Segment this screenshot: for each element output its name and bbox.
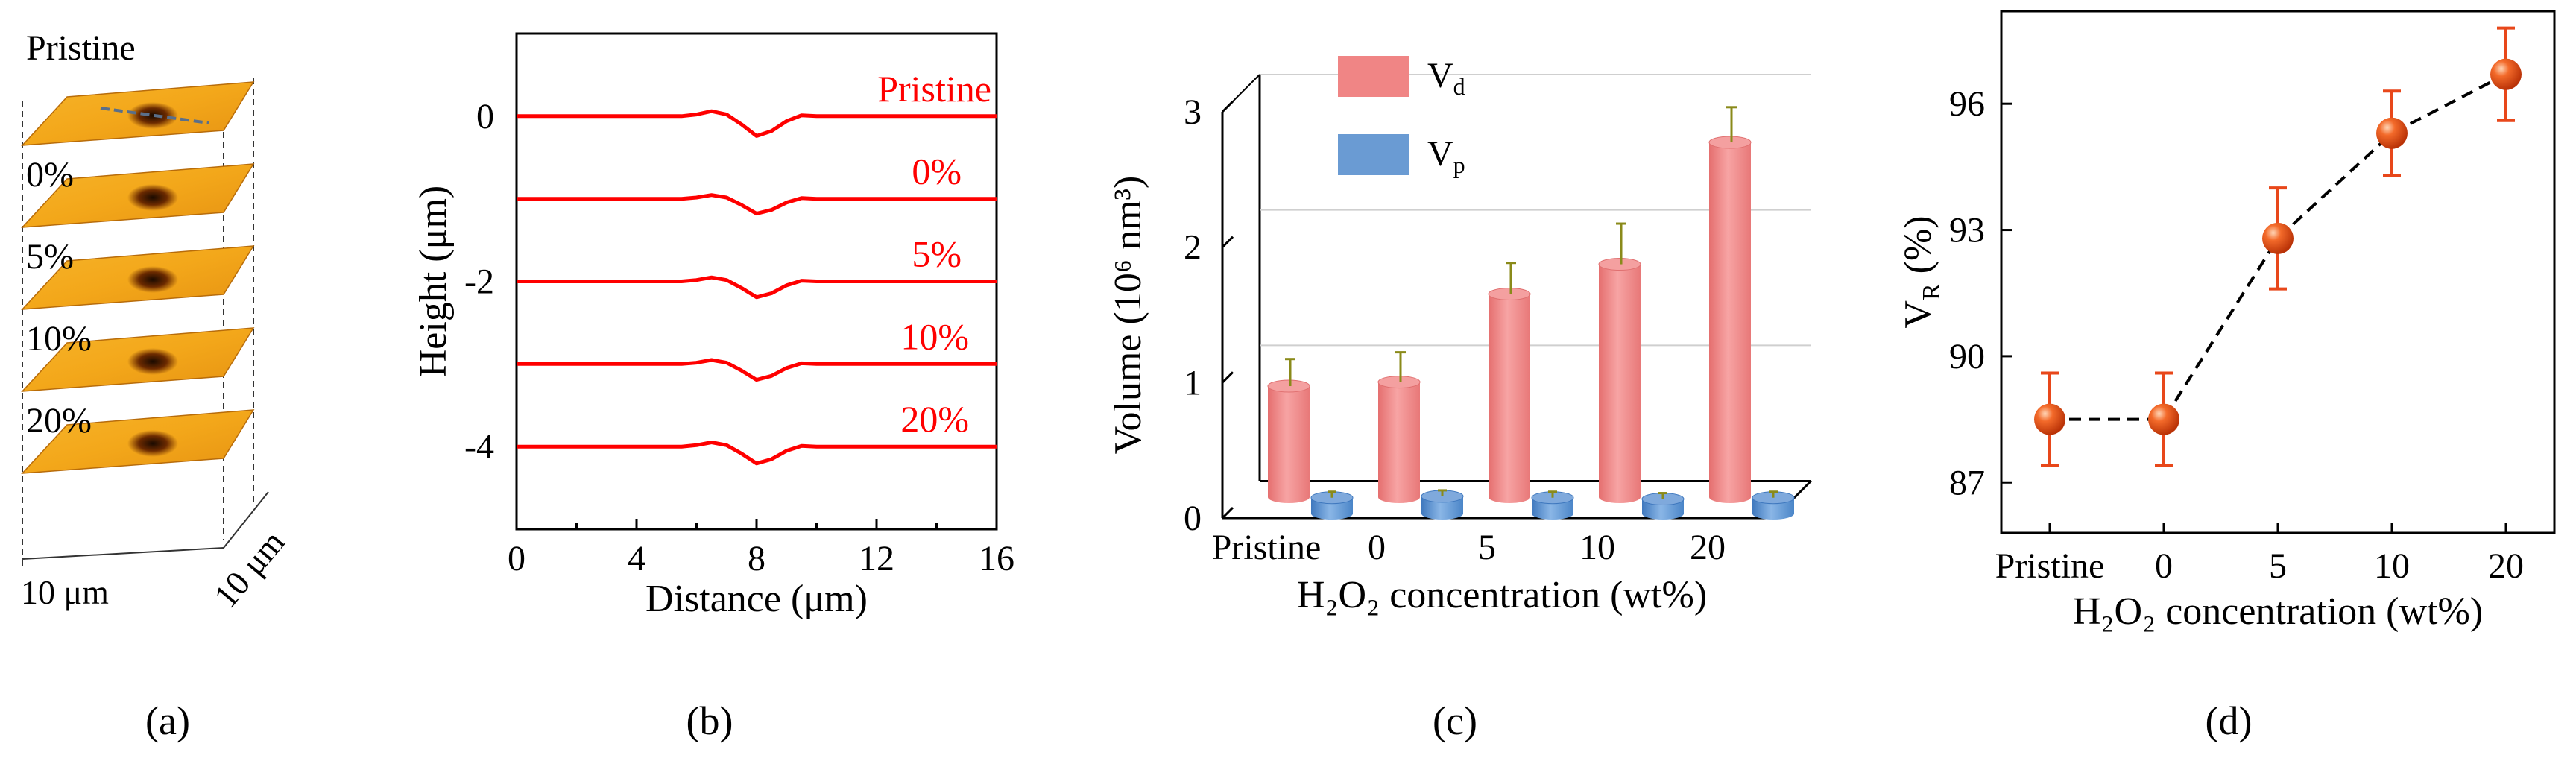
scan-line — [100, 107, 209, 124]
legend-subscript: d — [1453, 73, 1465, 100]
y-tick-label: -4 — [464, 427, 494, 467]
afm-label: Pristine — [26, 28, 136, 68]
x-tick-label: Pristine — [1995, 546, 2105, 586]
scale-y-label: 10 μm — [206, 523, 292, 615]
data-line — [2050, 72, 2507, 421]
bar-vd — [1709, 142, 1751, 504]
x-tick-label: 10 — [2374, 546, 2410, 586]
x-tick-label: 20 — [2488, 546, 2524, 586]
x-tick-label: 8 — [748, 539, 765, 578]
scale-x-label: 10 μm — [21, 573, 109, 611]
legend-subscript: p — [1453, 151, 1465, 178]
afm-pit — [127, 102, 178, 129]
bar-vd — [1268, 386, 1310, 503]
y-axis-label: Volume (10⁶ nm³) — [1107, 176, 1149, 455]
y-tick-label: 0 — [476, 97, 494, 136]
bar-vd-top — [1598, 258, 1641, 271]
y-tick-label: 96 — [1949, 84, 1985, 124]
afm-label: 10% — [26, 319, 92, 359]
x-axis-label: H₂O₂ concentration (wt%) — [2073, 590, 2483, 633]
data-point — [2148, 403, 2179, 435]
x-axis-label: H₂O₂ concentration (wt%) — [1297, 574, 1707, 616]
caption-c: (c) — [1433, 698, 1477, 743]
y-tick — [1221, 371, 1234, 384]
x-tick-label: 0 — [1368, 528, 1386, 567]
y-tick — [1221, 236, 1234, 248]
x-tick-label: 16 — [979, 539, 1014, 578]
panel-c: 0 1 2 3 Volume (10⁶ nm³) H₂O₂ concentration (… — [1107, 56, 1813, 616]
series-line — [517, 358, 997, 382]
panel-a: Pristine 0% 5% 10% 20% 10 μm 10 μm — [21, 28, 292, 615]
bar-vd — [1599, 264, 1641, 503]
bar-vd — [1378, 382, 1420, 503]
y-tick-label: 3 — [1184, 92, 1202, 132]
y-axis-label: Height (μm) — [412, 186, 455, 378]
series-label: 10% — [900, 315, 969, 357]
panel-b: 0 4 8 12 16 0 -2 -4 Distance (μm) Height (μm) Pris… — [412, 32, 1014, 620]
y-tick-label: 93 — [1949, 211, 1985, 250]
bar-vd — [1489, 294, 1530, 503]
y-axis-label: VR (%) — [1897, 215, 1945, 328]
y-tick — [1221, 506, 1234, 520]
series-line — [517, 193, 997, 216]
y-tick-label: -2 — [464, 262, 494, 302]
series-label: Pristine — [877, 68, 991, 110]
bar-vp — [1421, 496, 1463, 520]
afm-pit — [127, 184, 178, 211]
series-label: 0% — [912, 151, 962, 192]
scale-bar — [223, 491, 269, 549]
afm-pit — [127, 266, 178, 293]
bar-vd-top — [1488, 288, 1531, 300]
afm-label: 20% — [26, 401, 92, 441]
x-tick-label: 4 — [628, 539, 645, 578]
x-tick-label: 12 — [859, 539, 894, 578]
x-tick-label: 10 — [1579, 528, 1615, 567]
y-tick — [1221, 100, 1234, 113]
x-tick-label: Pristine — [1212, 528, 1322, 567]
y-axis-unit: (%) — [1897, 215, 1939, 283]
legend-swatch — [1338, 134, 1409, 175]
afm-label: 0% — [26, 155, 74, 195]
data-point — [2262, 222, 2294, 254]
x-axis-label: Distance (μm) — [645, 578, 868, 620]
scale-bar — [22, 547, 224, 560]
y-tick-label: 2 — [1184, 228, 1202, 268]
x-tick-label: 0 — [2155, 546, 2173, 586]
legend-swatch — [1338, 56, 1409, 97]
data-point — [2490, 58, 2522, 90]
x-tick-label: 5 — [1478, 528, 1496, 567]
series-label: 20% — [900, 398, 969, 440]
series-line — [517, 441, 997, 466]
y-axis-subscript: R — [1918, 283, 1945, 300]
data-point — [2034, 403, 2065, 435]
y-tick-label: 90 — [1949, 337, 1985, 376]
series-label: 5% — [912, 233, 962, 275]
caption-a: (a) — [145, 698, 190, 743]
x-tick-label: 5 — [2269, 546, 2287, 586]
afm-pit — [127, 430, 178, 457]
caption-b: (b) — [686, 698, 733, 743]
y-tick-label: 1 — [1184, 363, 1202, 402]
bar-vd-top — [1377, 376, 1421, 389]
caption-d: (d) — [2206, 698, 2253, 743]
x-tick-label: 0 — [508, 539, 525, 578]
series-line — [517, 109, 997, 138]
y-tick-label: 87 — [1949, 463, 1985, 502]
bar-vd-top — [1267, 379, 1310, 393]
afm-pit — [127, 348, 178, 375]
legend-label: Vd — [1427, 56, 1465, 100]
series-line — [517, 275, 997, 300]
legend-label: Vp — [1427, 134, 1465, 178]
y-tick-label: 0 — [1184, 499, 1202, 538]
bar-vd-top — [1708, 136, 1752, 149]
data-point — [2376, 117, 2408, 149]
x-tick-label: 20 — [1690, 528, 1726, 567]
afm-label: 5% — [26, 237, 74, 277]
